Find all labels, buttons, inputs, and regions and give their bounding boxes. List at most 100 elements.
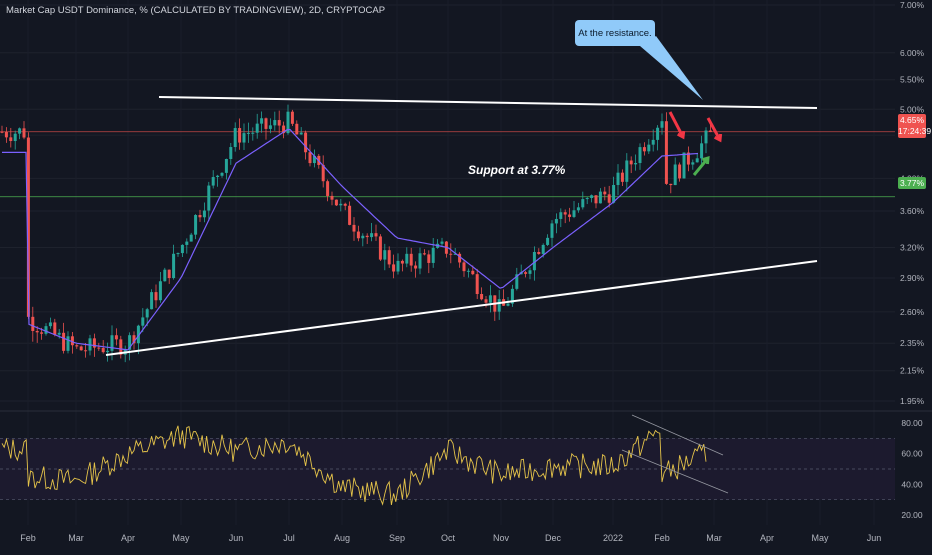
candle-body bbox=[189, 234, 193, 242]
candle bbox=[255, 113, 259, 139]
candle bbox=[695, 152, 699, 163]
candle-body bbox=[211, 177, 215, 186]
candle-body bbox=[194, 215, 198, 235]
last-price-tag: 4.65% 17:24:39 bbox=[898, 114, 931, 138]
candle-body bbox=[106, 350, 110, 353]
candle-body bbox=[475, 274, 479, 295]
candle bbox=[48, 317, 52, 329]
candle bbox=[339, 198, 343, 212]
y-tick-label: 2.15% bbox=[900, 366, 925, 376]
candle-body bbox=[167, 269, 171, 279]
candle bbox=[546, 234, 550, 247]
resistance-trendline bbox=[158, 96, 818, 109]
red-arrow-left-head bbox=[677, 130, 686, 140]
callout-pointer bbox=[640, 36, 703, 100]
candle-body bbox=[532, 252, 536, 271]
x-tick-label: Aug bbox=[334, 533, 350, 543]
candle-body bbox=[422, 253, 426, 255]
candle-body bbox=[154, 292, 158, 301]
candle-body bbox=[405, 253, 409, 264]
candle bbox=[163, 267, 167, 282]
x-tick-label: May bbox=[811, 533, 829, 543]
candle-body bbox=[246, 132, 250, 134]
candle-body bbox=[453, 253, 457, 255]
trendlines bbox=[105, 36, 818, 356]
candle bbox=[431, 238, 435, 268]
candle bbox=[374, 224, 378, 241]
candle-body bbox=[510, 288, 514, 304]
candle bbox=[268, 118, 272, 134]
candle bbox=[141, 308, 145, 333]
candle bbox=[466, 268, 470, 278]
candle bbox=[449, 243, 453, 264]
candle-body bbox=[625, 160, 629, 182]
candle-body bbox=[264, 118, 268, 129]
candle-body bbox=[427, 254, 431, 263]
candle-body bbox=[18, 128, 22, 134]
x-tick-label: Apr bbox=[121, 533, 135, 543]
candle-body bbox=[678, 164, 682, 179]
candle-body bbox=[480, 294, 484, 300]
callout-label[interactable]: At the resistance. bbox=[575, 20, 655, 46]
candle bbox=[44, 323, 48, 336]
candle bbox=[686, 146, 690, 172]
candle-body bbox=[260, 118, 264, 124]
candle-body bbox=[620, 172, 624, 182]
support-trendline bbox=[105, 260, 818, 356]
candle bbox=[620, 169, 624, 187]
candle bbox=[550, 220, 554, 247]
green-arrow bbox=[692, 157, 710, 176]
candle bbox=[532, 246, 536, 281]
rsi-channel-upper bbox=[631, 414, 724, 456]
candle-body bbox=[101, 348, 105, 353]
candle-body bbox=[642, 147, 646, 152]
candle bbox=[216, 174, 220, 187]
candle bbox=[365, 233, 369, 244]
candle bbox=[462, 259, 466, 277]
candle bbox=[290, 109, 294, 126]
candle-body bbox=[638, 147, 642, 164]
candle-body bbox=[286, 111, 290, 134]
candle-body bbox=[704, 130, 708, 144]
candle-body bbox=[682, 152, 686, 179]
candle-body bbox=[150, 292, 154, 310]
candle bbox=[590, 194, 594, 203]
x-tick-label: Oct bbox=[441, 533, 456, 543]
candle-body bbox=[308, 152, 312, 164]
green-arrow-head bbox=[701, 155, 710, 165]
candle bbox=[629, 156, 633, 174]
candle bbox=[180, 244, 184, 257]
candle bbox=[167, 269, 171, 284]
candle-body bbox=[550, 223, 554, 238]
candle bbox=[387, 246, 391, 268]
rsi-tick-label: 40.00 bbox=[901, 479, 923, 489]
x-tick-label: Apr bbox=[760, 533, 774, 543]
candle-body bbox=[356, 231, 360, 239]
candle-body bbox=[119, 339, 123, 355]
candle bbox=[444, 241, 448, 258]
candle bbox=[299, 127, 303, 135]
candle-body bbox=[75, 345, 79, 347]
candle-body bbox=[4, 131, 8, 138]
candle-body bbox=[66, 336, 70, 351]
candle-body bbox=[295, 123, 299, 135]
candle bbox=[572, 201, 576, 219]
candle bbox=[563, 209, 567, 224]
candle-body bbox=[0, 131, 4, 133]
last-price-value: 4.65% bbox=[899, 115, 925, 125]
candle-body bbox=[299, 132, 303, 135]
arrows bbox=[668, 111, 723, 176]
x-tick-label: May bbox=[172, 533, 190, 543]
candle bbox=[246, 122, 250, 143]
candle bbox=[400, 259, 404, 272]
candle bbox=[361, 233, 365, 247]
candle bbox=[75, 343, 79, 349]
candle bbox=[673, 157, 677, 186]
candle-body bbox=[576, 207, 580, 211]
candle bbox=[664, 112, 668, 185]
candle bbox=[242, 123, 246, 150]
y-tick-label: 3.20% bbox=[900, 243, 925, 253]
candle bbox=[97, 342, 101, 351]
